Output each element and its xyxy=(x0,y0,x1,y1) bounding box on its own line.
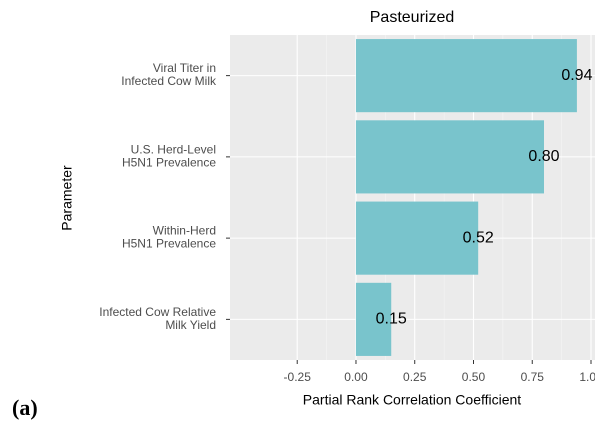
bar xyxy=(355,120,544,194)
value-label: 0.15 xyxy=(376,311,407,328)
y-tick-label: Within-Herd H5N1 Prevalence xyxy=(122,224,216,251)
x-tick-label: 1.00 xyxy=(579,370,595,384)
bar xyxy=(355,39,577,113)
bar xyxy=(355,282,392,356)
value-label: 0.52 xyxy=(463,229,494,246)
value-label: 0.80 xyxy=(528,148,559,165)
x-tick-label: 0.75 xyxy=(521,370,545,384)
x-tick-label: 0.50 xyxy=(462,370,486,384)
marks: 0.94 0.80 0.52 0.15 xyxy=(355,39,593,356)
y-tick-label: U.S. Herd-Level H5N1 Prevalence xyxy=(122,142,216,169)
bar xyxy=(355,201,479,275)
y-axis-label: Parameter xyxy=(59,165,75,231)
y-tick-label: Infected Cow Relative Milk Yield xyxy=(99,305,216,332)
y-tick-label: Viral Titer in Infected Cow Milk xyxy=(121,61,217,88)
x-tick-label: -0.25 xyxy=(284,370,312,384)
x-axis-label: Partial Rank Correlation Coefficient xyxy=(303,392,522,408)
chart-title: Pasteurized xyxy=(370,9,455,26)
x-tick-label: 0.00 xyxy=(344,370,368,384)
x-tick-label: 0.25 xyxy=(403,370,427,384)
value-label: 0.94 xyxy=(561,67,592,84)
panel-label: (a) xyxy=(12,395,38,420)
